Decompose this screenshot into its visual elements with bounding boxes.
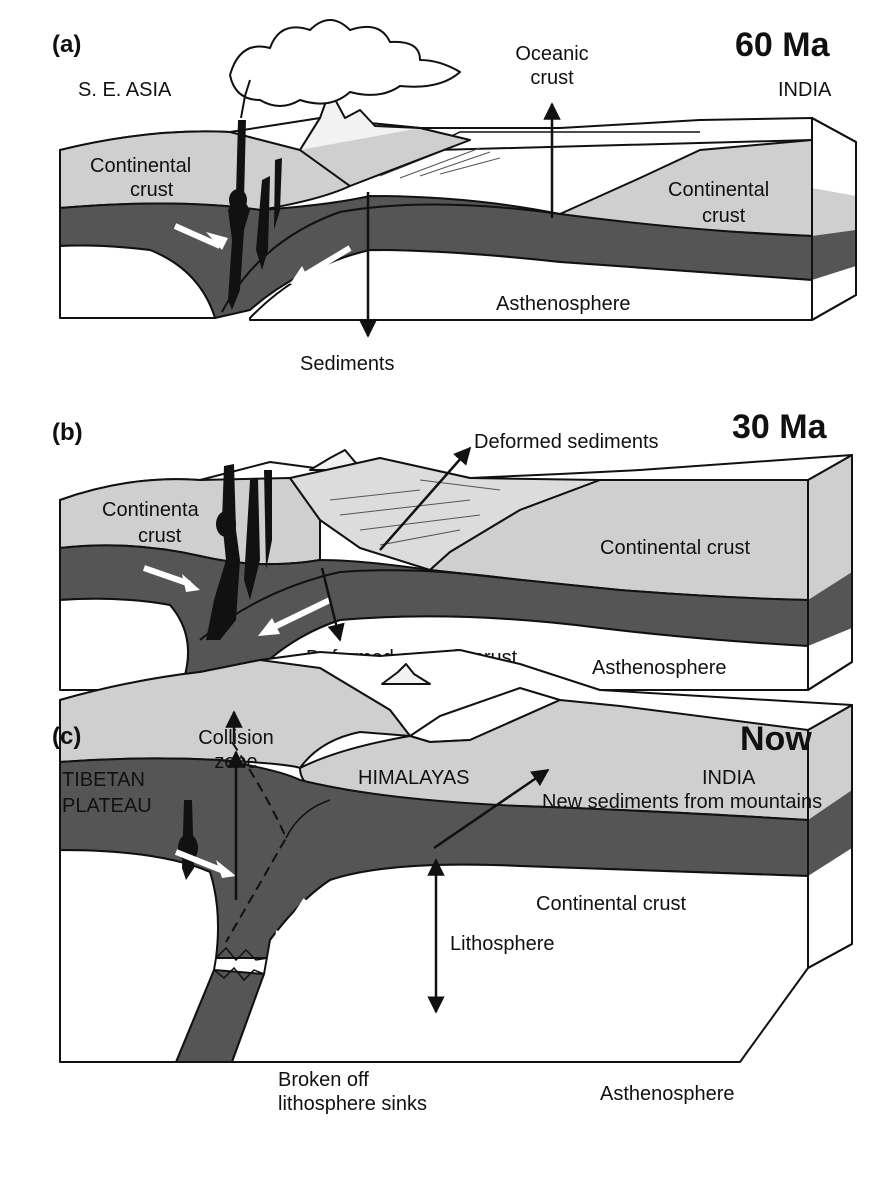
label-c-crust: Continental crust	[536, 893, 687, 915]
label-asthenosphere-b: Asthenosphere	[592, 657, 727, 679]
label-broken-2: lithosphere sinks	[278, 1093, 427, 1115]
label-collision-2: zone	[214, 751, 257, 773]
label-b-left-crust-2: crust	[138, 525, 182, 547]
label-left-crust-2: crust	[130, 179, 174, 201]
label-b-right-crust: Continental crust	[600, 537, 751, 559]
new-sediments-arrow	[433, 768, 550, 850]
panel-a-age: 60 Ma	[735, 26, 831, 64]
panel-b: (b) 30 Ma Deformed sediments Continenta …	[52, 408, 853, 691]
label-se-asia: S. E. ASIA	[78, 79, 172, 101]
panel-c-asthenosphere	[231, 863, 809, 1063]
label-b-left-crust-1: Continenta	[102, 499, 200, 521]
panel-b-age: 30 Ma	[732, 408, 828, 446]
panel-b-magma	[206, 464, 240, 640]
label-right-crust-1: Continental	[668, 179, 769, 201]
label-right-crust-2: crust	[702, 205, 746, 227]
label-broken-1: Broken off	[278, 1069, 369, 1091]
label-deformed-sediments: Deformed sediments	[474, 431, 659, 453]
label-asthenosphere-a: Asthenosphere	[496, 293, 631, 315]
deformed-oceanic-arrow	[320, 567, 345, 642]
panel-a-ash-cloud	[229, 19, 461, 107]
panel-c-letter: (c)	[52, 723, 81, 750]
deformed-sediments-arrow	[379, 446, 472, 551]
label-collision-1: Collision	[198, 727, 274, 749]
label-lithosphere: Lithosphere	[450, 933, 555, 955]
label-plateau: PLATEAU	[62, 795, 152, 817]
label-oceanic-crust-1: Oceanic	[515, 43, 588, 65]
label-india: INDIA	[778, 79, 832, 101]
label-india-c: INDIA	[702, 767, 756, 789]
label-sediments: Sediments	[300, 353, 395, 375]
label-oceanic-crust-2: crust	[530, 67, 574, 89]
collision-zone-line	[225, 741, 288, 943]
panel-a-letter: (a)	[52, 31, 81, 58]
panel-a-magma	[228, 120, 250, 310]
label-left-crust-1: Continental	[90, 155, 191, 177]
label-new-sediments: New sediments from mountains	[542, 791, 822, 813]
panel-a: (a) 60 Ma S. E. ASIA INDIA Oceanic crust…	[52, 19, 857, 375]
panel-b-letter: (b)	[52, 419, 83, 446]
panel-c-age: Now	[740, 720, 812, 758]
panel-a-asthenosphere-left	[59, 244, 216, 319]
label-himalayas: HIMALAYAS	[358, 767, 470, 789]
panel-c: (c) Now Collision zone TIBETAN PLATEAU H…	[52, 649, 853, 1115]
label-asthenosphere-c: Asthenosphere	[600, 1083, 735, 1105]
label-tibetan: TIBETAN	[62, 769, 145, 791]
